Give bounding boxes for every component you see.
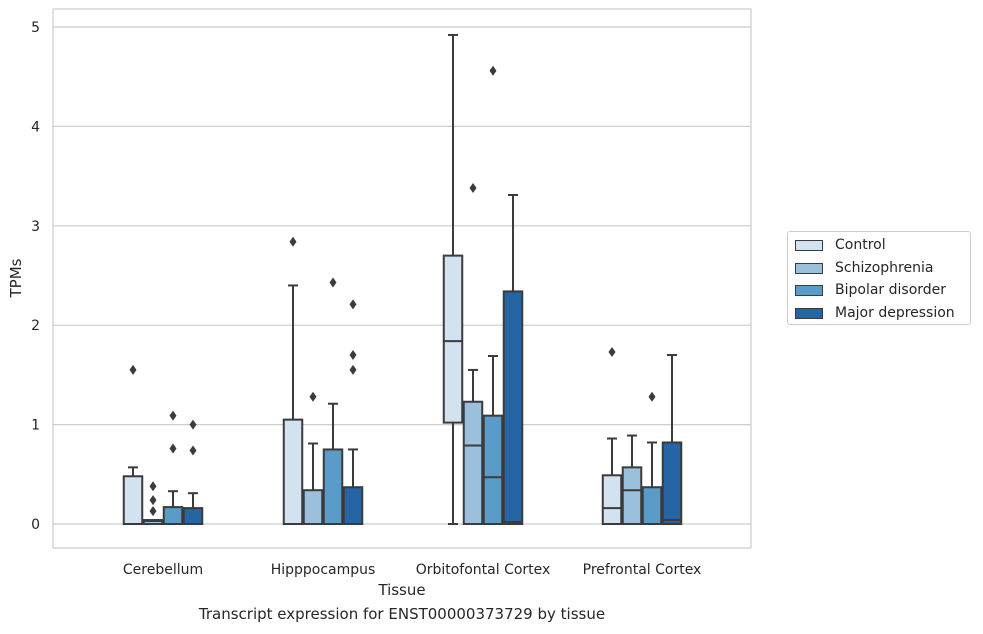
legend-swatch [795,262,823,274]
box-1-3 [342,299,364,525]
x-tick-label: Prefrontal Cortex [583,562,702,578]
x-tick-label: Hipppocampus [271,562,376,578]
box-iqr [122,475,144,525]
x-axis-label: Tissue [377,581,425,599]
box-iqr [342,486,364,525]
box-0-0 [122,364,144,525]
y-tick-label: 1 [31,418,40,434]
outlier-point [189,419,197,430]
box-2-0 [442,33,464,525]
box-3-2 [641,391,663,525]
box-3-3 [661,354,683,526]
legend-swatch [795,307,823,319]
x-tick-labels: Cerebellum Hipppocampus Orbitofontal Corte… [123,562,701,578]
box-iqr [322,448,344,526]
outlier-point [149,506,157,517]
box-iqr [661,441,683,526]
box-2-2 [482,65,504,525]
box-0-2 [162,410,184,525]
box-iqr [502,290,524,525]
box-iqr [482,414,504,525]
box-0-3 [182,419,204,526]
outlier-point [129,364,137,375]
box-iqr [641,486,663,525]
chart-caption: Transcript expression for ENST0000037372… [198,605,606,623]
y-tick-label: 5 [31,20,40,36]
outlier-point [309,391,317,402]
legend-item-control: Control [795,235,886,255]
box-0-1 [142,481,164,525]
box-iqr [462,400,484,526]
outlier-point [149,495,157,506]
outlier-point [189,445,197,456]
box-1-2 [322,277,344,526]
legend-item-schizophrenia: Schizophrenia [795,258,933,278]
outlier-point [169,410,177,421]
outlier-point [489,65,497,76]
outlier-point [289,236,297,247]
box-iqr [601,474,623,526]
x-tick-label: Cerebellum [123,562,203,578]
outlier-point [149,481,157,492]
box-2-1 [462,183,484,526]
box-3-1 [621,434,643,526]
legend-label: Major depression [835,305,955,321]
legend-label: Bipolar disorder [835,282,947,298]
box-iqr [182,507,204,526]
box-1-1 [302,391,324,526]
box-iqr [442,254,464,424]
legend-label: Control [835,237,886,253]
y-tick-labels: 0 1 2 3 4 5 [31,20,40,533]
legend-label: Schizophrenia [835,260,934,276]
outlier-point [648,391,656,402]
y-tick-label: 3 [31,219,40,235]
outlier-point [608,347,616,358]
legend-item-bipolar-disorder: Bipolar disorder [795,280,946,300]
outlier-point [349,350,357,361]
box-3-0 [601,347,623,526]
outlier-point [469,183,477,194]
x-tick-label: Orbitofontal Cortex [416,562,551,578]
box-1-0 [282,236,304,526]
box-iqr [282,418,304,526]
legend: Control Schizophrenia Bipolar disorder M… [787,231,971,325]
y-axis-label: TPMs [7,258,25,298]
outlier-point [329,277,337,288]
boxes [122,33,683,526]
box-2-3 [502,193,524,525]
box-iqr [621,466,643,526]
y-tick-label: 2 [31,318,40,334]
outlier-point [349,299,357,310]
legend-swatch [795,239,823,251]
y-tick-label: 4 [31,119,40,135]
y-tick-label: 0 [31,517,40,533]
outlier-point [349,364,357,375]
box-iqr [302,489,324,526]
legend-item-major-depression: Major depression [795,303,955,323]
legend-swatch [795,284,823,296]
outlier-point [169,443,177,454]
plot-area [52,8,752,549]
box-iqr [162,506,184,525]
